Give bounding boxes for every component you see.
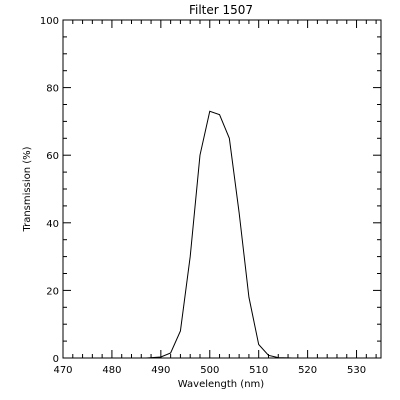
y-tick-label: 0 xyxy=(53,354,59,365)
x-tick-label: 500 xyxy=(200,365,219,376)
axis-ticks xyxy=(62,19,381,359)
x-tick-label: 530 xyxy=(347,365,366,376)
y-tick-label: 40 xyxy=(46,219,59,230)
tick-labels: 470 480 490 500 510 520 530 0 20 40 60 80 100 xyxy=(40,16,366,376)
series-group xyxy=(146,110,293,359)
transmission-curve xyxy=(146,110,293,359)
y-tick-label: 60 xyxy=(46,151,59,162)
x-tick-label: 470 xyxy=(53,365,72,376)
y-tick-label: 20 xyxy=(46,286,59,297)
plot-frame xyxy=(62,19,382,359)
x-tick-label: 490 xyxy=(151,365,170,376)
x-tick-label: 480 xyxy=(102,365,121,376)
x-tick-label: 510 xyxy=(249,365,268,376)
y-tick-label: 100 xyxy=(40,16,59,27)
x-axis-label: Wavelength (nm) xyxy=(178,379,264,390)
chart-title: Filter 1507 xyxy=(189,3,253,17)
y-tick-label: 80 xyxy=(46,84,59,95)
y-axis-label: Transmission (%) xyxy=(22,146,33,232)
x-tick-label: 520 xyxy=(298,365,317,376)
